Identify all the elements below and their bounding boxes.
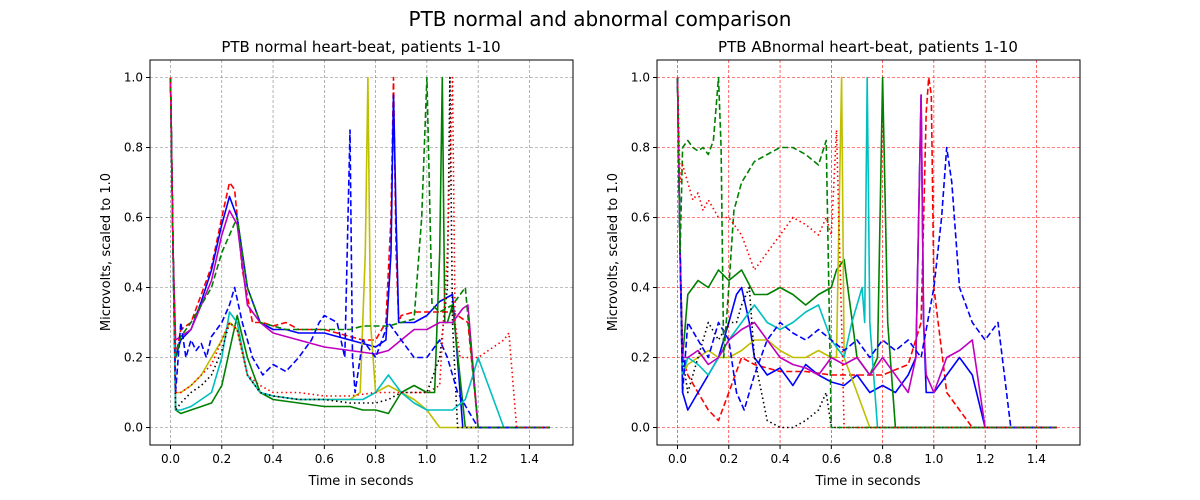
series-line-8 (169, 77, 550, 429)
series-line-10 (676, 77, 1057, 429)
y-tick-label: 0.0 (631, 421, 650, 435)
x-tick-label: 1.2 (976, 452, 995, 466)
y-tick-label: 0.6 (124, 211, 143, 225)
plot-title: PTB ABnormal heart-beat, patients 1-10 (718, 38, 1018, 56)
plot-frame (149, 59, 574, 446)
x-tick-label: 0.8 (366, 452, 385, 466)
x-tick-label: 0.6 (822, 452, 841, 466)
series-group (676, 76, 1057, 429)
series-line-6 (169, 77, 550, 429)
x-axis-label: Time in seconds (307, 474, 413, 489)
x-tick-label: 0.2 (212, 452, 231, 466)
x-tick-label: 1.4 (1027, 452, 1046, 466)
y-tick-label: 0.4 (631, 281, 650, 295)
y-tick-label: 0.4 (124, 281, 143, 295)
x-tick-label: 0.8 (873, 452, 892, 466)
x-tick-label: 0.6 (315, 452, 334, 466)
y-tick-label: 0.2 (631, 351, 650, 365)
y-axis-label: Microvolts, scaled to 1.0 (606, 173, 621, 331)
series-line-9 (169, 76, 550, 429)
x-tick-label: 0.4 (264, 452, 283, 466)
plot-frame (656, 59, 1081, 446)
series-line-1 (676, 76, 1057, 429)
y-tick-label: 0.8 (631, 141, 650, 155)
series-group (169, 76, 550, 429)
y-tick-label: 0.0 (124, 421, 143, 435)
x-tick-label: 0.2 (719, 452, 738, 466)
y-tick-label: 0.2 (124, 351, 143, 365)
series-line-2 (169, 77, 550, 429)
y-axis-label: Microvolts, scaled to 1.0 (99, 173, 114, 331)
series-line-5 (676, 76, 1057, 429)
series-line-10 (169, 76, 550, 429)
plot-left: PTB normal heart-beat, patients 1-10 0.0… (99, 38, 574, 489)
axis-ticks: 0.0 0.2 0.4 0.6 0.8 1.0 1.2 1.4 0.0 0.2 0.4 0.6 0.8 1… (124, 71, 539, 467)
x-tick-label: 1.2 (469, 452, 488, 466)
y-tick-label: 0.8 (124, 141, 143, 155)
series-line-6 (676, 77, 1057, 429)
x-tick-label: 0.4 (771, 452, 790, 466)
series-line-8 (676, 77, 1057, 429)
x-tick-label: 0.0 (668, 452, 687, 466)
series-line-4 (169, 76, 550, 429)
series-line-7 (676, 77, 1057, 429)
grid (150, 60, 573, 445)
x-axis-label: Time in seconds (814, 474, 920, 489)
y-tick-label: 1.0 (124, 71, 143, 85)
series-line-3 (676, 76, 1057, 429)
x-tick-label: 1.4 (520, 452, 539, 466)
x-tick-label: 1.0 (924, 452, 943, 466)
series-line-5 (169, 77, 550, 429)
plot-right: PTB ABnormal heart-beat, patients 1-10 0… (606, 38, 1081, 489)
figure-title: PTB normal and abnormal comparison (409, 7, 792, 31)
y-tick-label: 0.6 (631, 211, 650, 225)
y-tick-label: 1.0 (631, 71, 650, 85)
plot-title: PTB normal heart-beat, patients 1-10 (221, 38, 500, 56)
x-tick-label: 0.0 (161, 452, 180, 466)
x-tick-label: 1.0 (417, 452, 436, 466)
axis-ticks: 0.0 0.2 0.4 0.6 0.8 1.0 1.2 1.4 0.0 0.2 0.4 0.6 0.8 1… (631, 71, 1046, 467)
